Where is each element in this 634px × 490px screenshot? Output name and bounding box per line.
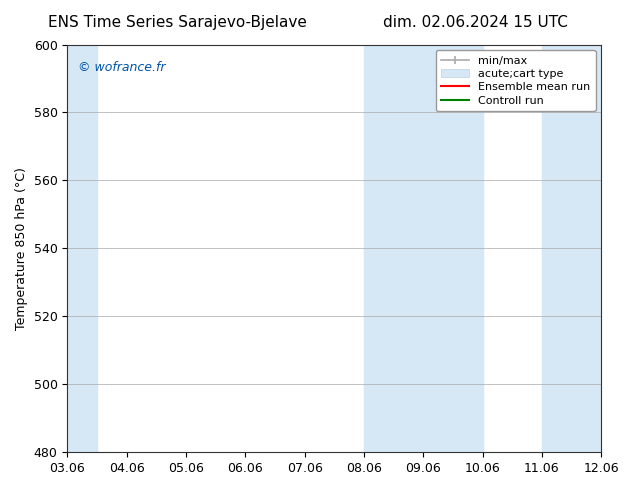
Text: dim. 02.06.2024 15 UTC: dim. 02.06.2024 15 UTC — [383, 15, 568, 30]
Bar — [542, 45, 601, 452]
Bar — [67, 45, 97, 452]
Bar — [364, 45, 482, 452]
Legend: min/max, acute;cart type, Ensemble mean run, Controll run: min/max, acute;cart type, Ensemble mean … — [436, 50, 595, 111]
Text: © wofrance.fr: © wofrance.fr — [78, 61, 165, 74]
Y-axis label: Temperature 850 hPa (°C): Temperature 850 hPa (°C) — [15, 167, 28, 330]
Text: ENS Time Series Sarajevo-Bjelave: ENS Time Series Sarajevo-Bjelave — [48, 15, 307, 30]
